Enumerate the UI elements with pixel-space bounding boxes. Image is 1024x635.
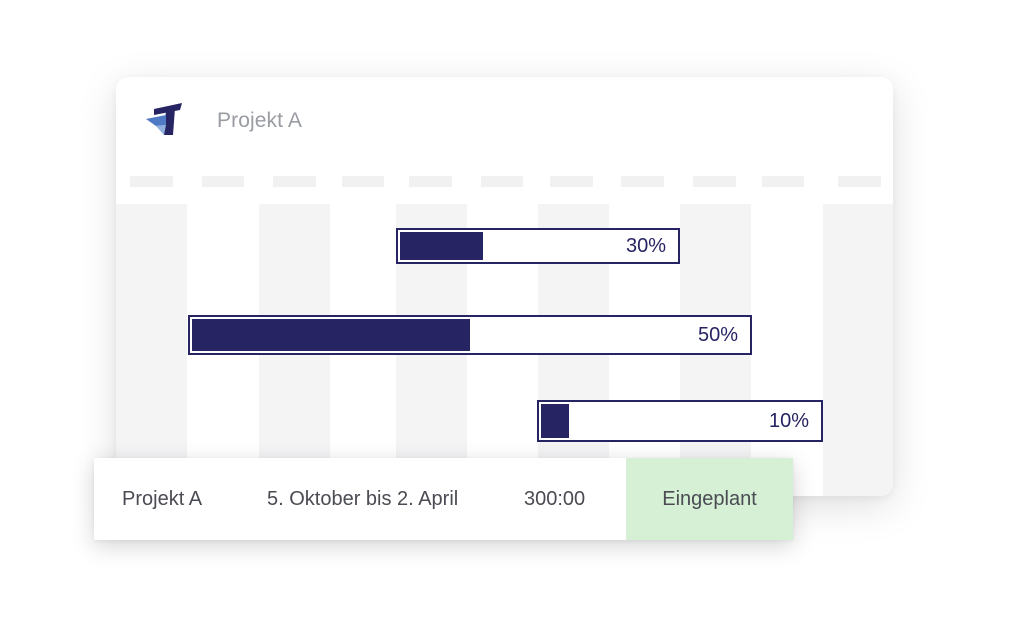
gantt-bar[interactable]: 50% [188, 315, 752, 355]
timeline-column [823, 204, 893, 496]
timeline-tick [621, 176, 664, 187]
project-name-cell: Projekt A [122, 488, 203, 510]
timeline-tick [342, 176, 384, 187]
hours-cell: 300:00 [524, 488, 586, 510]
period-cell: 5. Oktober bis 2. April [267, 488, 459, 510]
timeline-tick [481, 176, 523, 187]
timeline-tick [838, 176, 881, 187]
timeline-tick [409, 176, 452, 187]
gantt-bar-label: 10% [768, 410, 809, 432]
gantt-bar-progress [541, 404, 569, 438]
gantt-bar-progress [192, 319, 470, 351]
app-logo-icon [146, 103, 182, 135]
timeline-column [116, 204, 187, 496]
gantt-bar[interactable]: 10% [537, 400, 823, 442]
timeline-tick [273, 176, 316, 187]
timeline-tick [693, 176, 736, 187]
gantt-bar-label: 30% [625, 235, 666, 257]
gantt-bar[interactable]: 30% [396, 228, 680, 264]
timeline-tick [202, 176, 244, 187]
status-badge: Eingeplant [626, 458, 793, 540]
gantt-bar-progress [400, 232, 483, 260]
timeline-tick [762, 176, 804, 187]
timeline-tick [550, 176, 593, 187]
gantt-bar-label: 50% [697, 324, 738, 346]
project-info-row[interactable]: Projekt A 5. Oktober bis 2. April 300:00… [94, 458, 793, 540]
timeline-tick [130, 176, 173, 187]
project-card: Projekt A 30% 50% 10% [116, 77, 893, 496]
project-title: Projekt A [217, 109, 302, 132]
